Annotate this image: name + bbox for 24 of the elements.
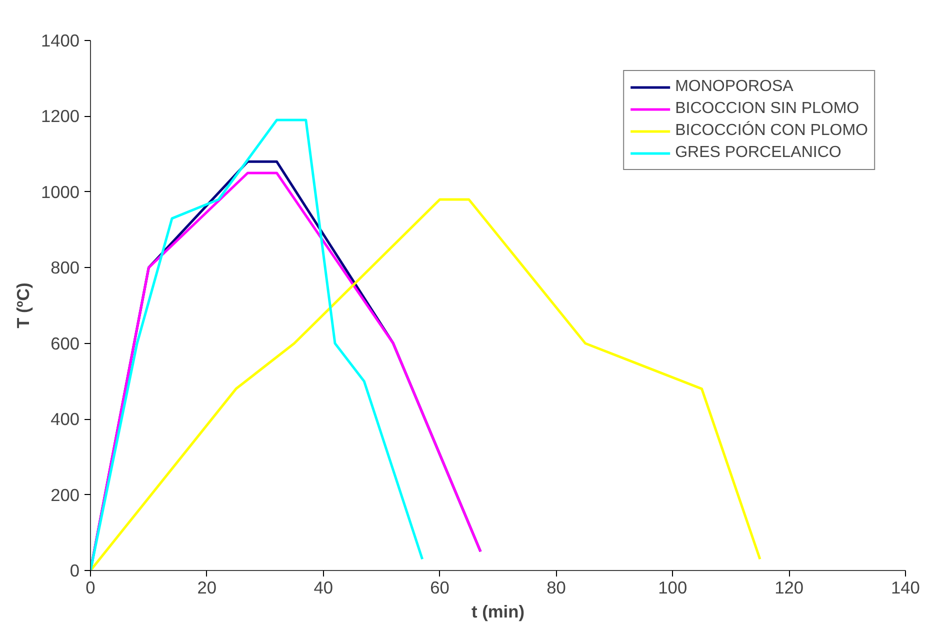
y-tick-label: 800 <box>50 258 80 278</box>
x-tick-label: 80 <box>546 578 566 598</box>
x-tick-label: 0 <box>86 578 96 598</box>
x-axis-title: t (min) <box>472 602 524 622</box>
x-tick-label: 120 <box>774 578 804 598</box>
legend-label: BICOCCION SIN PLOMO <box>675 100 860 118</box>
x-tick-label: 100 <box>658 578 688 598</box>
x-tick-label: 40 <box>314 578 333 598</box>
line-series <box>90 118 424 570</box>
legend-label: MONOPOROSA <box>675 78 794 96</box>
x-tick-label: 20 <box>197 578 217 598</box>
y-axis-title: T (ºC) <box>12 282 33 328</box>
y-tick-label: 200 <box>50 484 80 505</box>
x-tick-label: 60 <box>430 578 450 598</box>
line-series <box>90 198 762 570</box>
legend-label: BICOCCIÓN CON PLOMO <box>675 122 868 140</box>
y-tick-label: 0 <box>70 560 80 580</box>
y-tick-label: 1000 <box>40 182 80 202</box>
y-tick-label: 400 <box>50 409 80 430</box>
legend-label: GRES PORCELANICO <box>675 144 842 162</box>
x-tick-label: 140 <box>891 578 920 598</box>
y-tick-label: 1400 <box>40 30 80 50</box>
y-tick-label: 600 <box>50 333 80 354</box>
y-tick-label: 1200 <box>40 106 80 126</box>
